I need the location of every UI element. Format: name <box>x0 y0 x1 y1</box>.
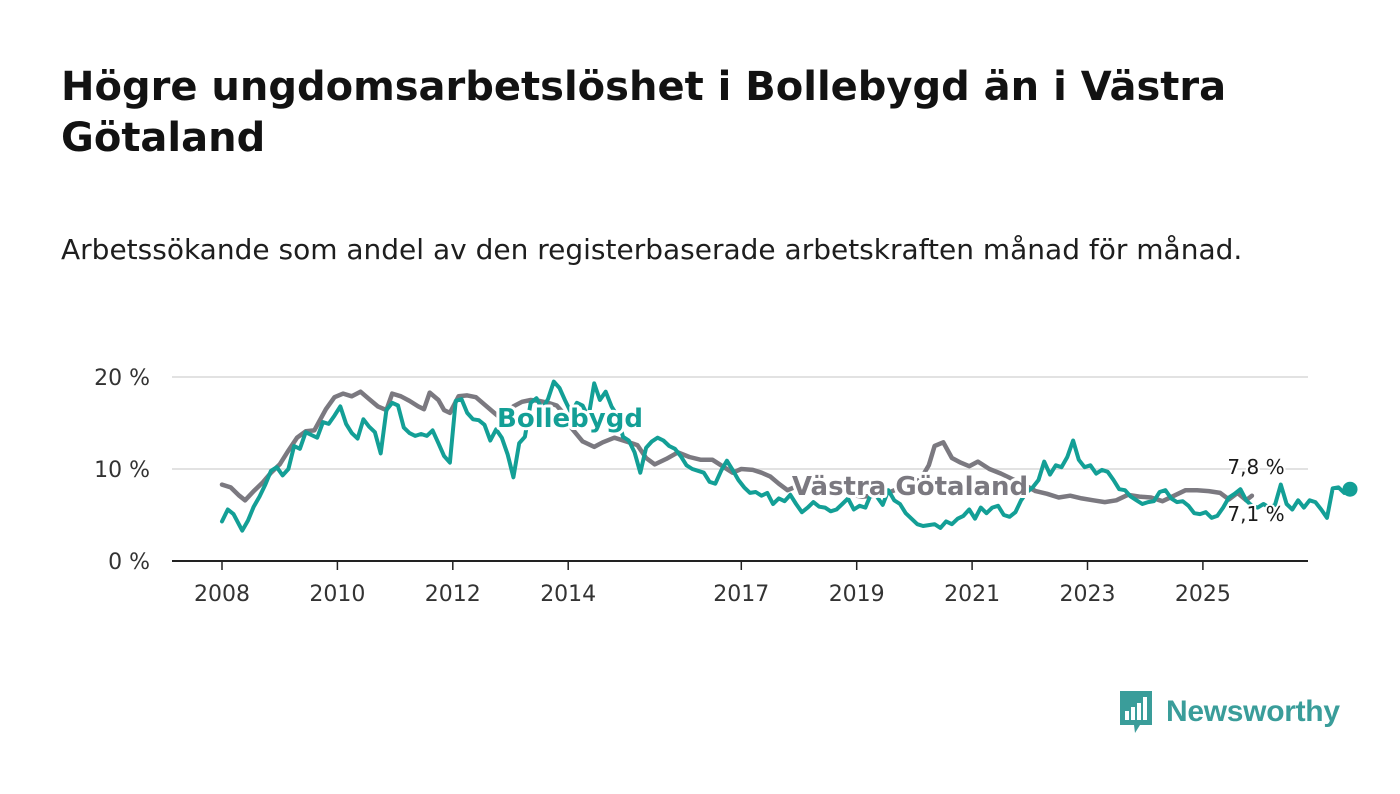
x-tick-label: 2021 <box>944 582 1000 607</box>
series-label-vastra-gotaland: Västra Götaland <box>792 472 1028 502</box>
x-axis-ticks: 2008 2010 2012 2014 2017 2019 2021 2023 2025 <box>194 561 1231 607</box>
brand-logo-group: Newsworthy <box>1118 689 1340 735</box>
y-tick-label: 0 % <box>108 550 150 575</box>
series-labels: Bollebygd Västra Götaland 7,8 % 7,1 % <box>494 401 1287 528</box>
series-lines <box>219 379 1358 533</box>
series-line-bollebygd <box>220 379 1352 533</box>
x-tick-label: 2017 <box>713 582 769 607</box>
x-tick-label: 2008 <box>194 582 250 607</box>
y-tick-label: 20 % <box>94 366 150 391</box>
x-tick-label: 2023 <box>1060 582 1116 607</box>
y-axis-ticks: 0 % 10 % 20 % <box>94 366 150 575</box>
end-value-label-bollebygd: 7,8 % <box>1227 455 1284 479</box>
bar-chart-speech-bubble-icon <box>1120 691 1152 733</box>
y-tick-label: 10 % <box>94 458 150 483</box>
x-tick-label: 2012 <box>425 582 481 607</box>
chart-title: Högre ungdomsarbetslöshet i Bollebygd än… <box>61 64 1227 161</box>
x-tick-label: 2019 <box>829 582 885 607</box>
bollebygd-end-marker <box>1342 481 1358 497</box>
series-line-vastra-gotaland <box>219 389 1255 505</box>
brand-name: Newsworthy <box>1166 695 1340 728</box>
x-tick-label: 2010 <box>309 582 365 607</box>
x-tick-label: 2014 <box>540 582 596 607</box>
chart-subtitle: Arbetssökande som andel av den registerb… <box>61 233 1243 266</box>
x-tick-label: 2025 <box>1175 582 1231 607</box>
end-value-label-vastra-gotaland: 7,1 % <box>1227 502 1284 526</box>
series-label-bollebygd: Bollebygd <box>497 404 643 434</box>
